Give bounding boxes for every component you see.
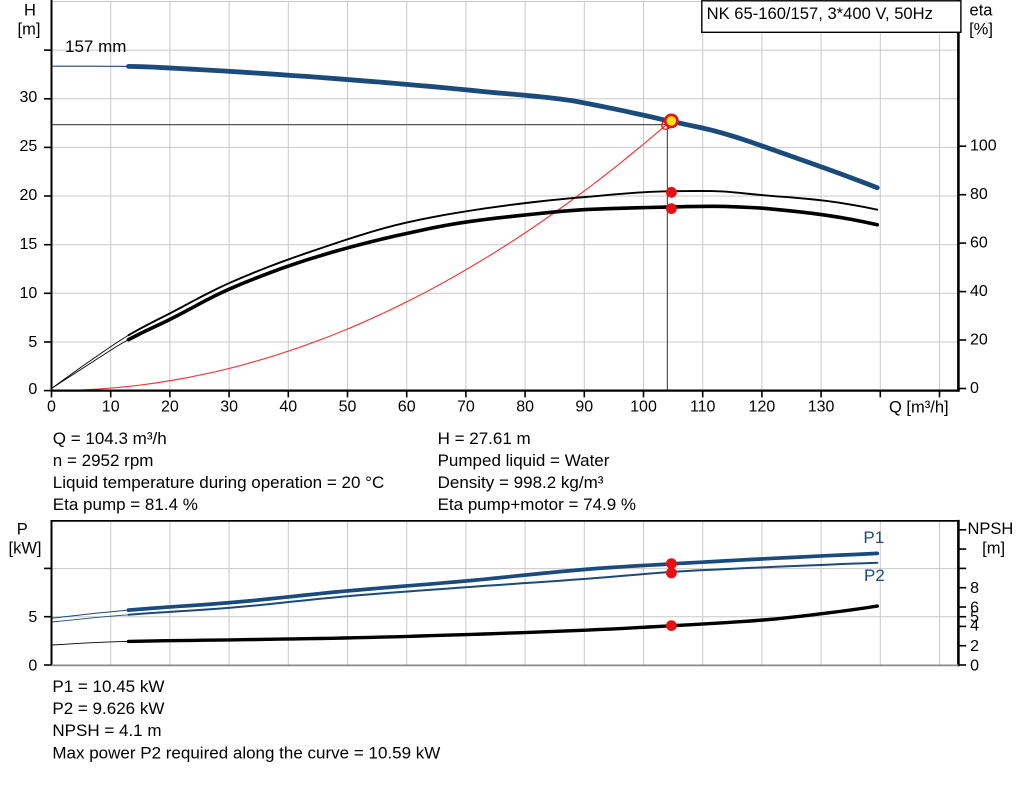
svg-text:40: 40: [970, 283, 988, 300]
svg-text:8: 8: [970, 580, 979, 597]
svg-text:4: 4: [970, 617, 979, 634]
svg-text:60: 60: [398, 399, 416, 416]
svg-text:80: 80: [516, 399, 534, 416]
svg-text:157 mm: 157 mm: [65, 37, 126, 56]
svg-text:Max power P2 required along th: Max power P2 required along the curve = …: [52, 743, 440, 762]
svg-text:0: 0: [970, 380, 979, 397]
svg-text:2: 2: [970, 638, 979, 655]
svg-text:20: 20: [20, 187, 38, 204]
svg-text:130: 130: [808, 399, 835, 416]
svg-text:Eta pump = 81.4 %: Eta pump = 81.4 %: [53, 495, 198, 514]
svg-text:0: 0: [28, 381, 37, 398]
svg-text:50: 50: [339, 399, 357, 416]
svg-text:6: 6: [970, 600, 979, 617]
svg-text:[m]: [m]: [982, 539, 1005, 557]
svg-text:H = 27.61 m: H = 27.61 m: [438, 429, 531, 448]
svg-text:P2: P2: [864, 566, 885, 585]
svg-text:10: 10: [20, 285, 38, 302]
svg-text:20: 20: [161, 399, 179, 416]
svg-text:NPSH = 4.1 m: NPSH = 4.1 m: [52, 721, 161, 740]
svg-text:80: 80: [970, 186, 988, 203]
svg-text:90: 90: [575, 399, 593, 416]
svg-text:120: 120: [749, 399, 776, 416]
svg-text:Liquid temperature during oper: Liquid temperature during operation = 20…: [53, 473, 384, 492]
svg-text:H: H: [24, 1, 36, 19]
svg-text:10: 10: [102, 399, 120, 416]
svg-text:20: 20: [970, 331, 988, 348]
svg-text:25: 25: [20, 138, 38, 155]
svg-text:70: 70: [457, 399, 475, 416]
svg-text:5: 5: [28, 609, 37, 626]
svg-text:n = 2952 rpm: n = 2952 rpm: [53, 451, 154, 470]
svg-text:P: P: [17, 521, 28, 539]
svg-text:P1 = 10.45 kW: P1 = 10.45 kW: [52, 677, 164, 696]
svg-text:100: 100: [970, 138, 997, 155]
svg-text:100: 100: [630, 399, 657, 416]
svg-text:110: 110: [690, 399, 716, 416]
svg-text:0: 0: [970, 658, 979, 675]
svg-text:60: 60: [970, 234, 988, 251]
svg-text:5: 5: [28, 334, 37, 351]
svg-text:Pumped liquid = Water: Pumped liquid = Water: [438, 451, 610, 470]
svg-text:[kW]: [kW]: [9, 539, 42, 557]
svg-text:30: 30: [220, 399, 238, 416]
svg-text:0: 0: [47, 399, 56, 416]
svg-text:Density = 998.2 kg/m³: Density = 998.2 kg/m³: [438, 473, 604, 492]
svg-text:30: 30: [20, 89, 38, 106]
svg-text:40: 40: [279, 399, 297, 416]
svg-text:[%]: [%]: [969, 20, 993, 38]
svg-text:5: 5: [970, 609, 979, 626]
svg-text:P1: P1: [863, 528, 884, 547]
svg-text:NK 65-160/157, 3*400 V, 50Hz: NK 65-160/157, 3*400 V, 50Hz: [707, 4, 933, 23]
svg-text:15: 15: [20, 236, 38, 253]
svg-text:0: 0: [28, 658, 37, 675]
svg-text:P2 = 9.626 kW: P2 = 9.626 kW: [52, 699, 164, 718]
svg-text:Q [m³/h]: Q [m³/h]: [889, 398, 949, 416]
svg-text:Eta pump+motor = 74.9 %: Eta pump+motor = 74.9 %: [438, 495, 636, 514]
svg-text:Q = 104.3 m³/h: Q = 104.3 m³/h: [53, 429, 167, 448]
svg-text:eta: eta: [970, 1, 994, 19]
svg-text:[m]: [m]: [18, 20, 41, 38]
svg-text:NPSH: NPSH: [967, 520, 1013, 538]
